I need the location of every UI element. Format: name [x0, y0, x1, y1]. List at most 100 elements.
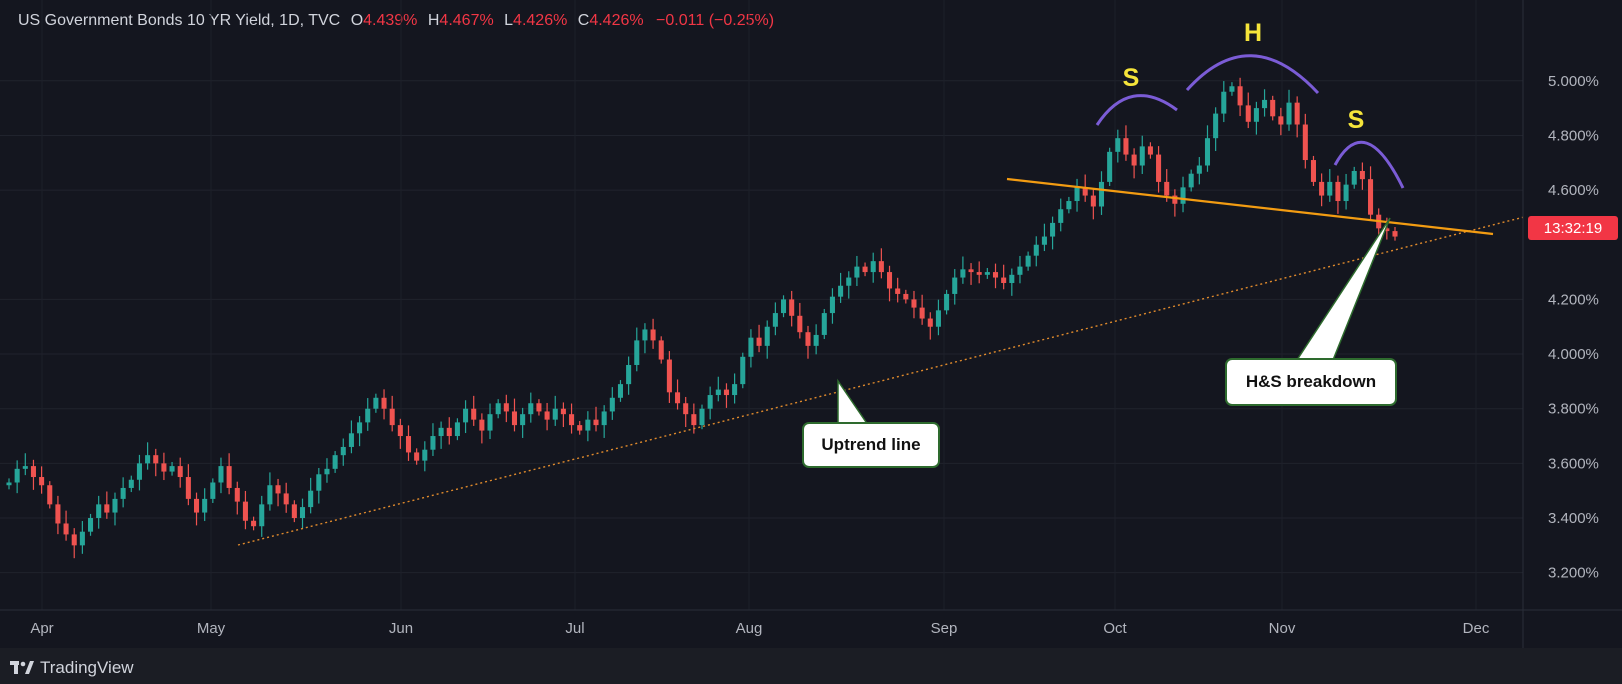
candle-body: [813, 334, 819, 346]
candle-body: [927, 318, 933, 327]
candle-body: [422, 449, 428, 461]
candle-body: [732, 384, 738, 396]
candle-body: [1025, 255, 1031, 267]
symbol-title: US Government Bonds 10 YR Yield, 1D, TVC: [18, 12, 341, 29]
candle-body: [259, 504, 265, 527]
y-tick-label: 3.600%: [1548, 455, 1599, 472]
x-tick-label: Jul: [565, 620, 584, 637]
candle-body: [1229, 86, 1235, 92]
left-shoulder-label: S: [1123, 64, 1140, 92]
candle-body: [772, 313, 778, 327]
candle-body: [145, 455, 151, 464]
candle-body: [658, 340, 664, 360]
candle-body: [691, 414, 697, 426]
candle-body: [234, 487, 240, 502]
candle-body: [854, 266, 860, 278]
candle-body: [63, 523, 69, 535]
candle-body: [381, 397, 387, 409]
candle-body: [1245, 105, 1251, 122]
high-value: 4.467%: [439, 12, 494, 29]
candle-body: [960, 269, 966, 278]
y-tick-label: 4.800%: [1548, 127, 1599, 144]
low-value: 4.426%: [513, 12, 568, 29]
y-tick-label: 3.800%: [1548, 401, 1599, 418]
candle-body: [715, 389, 721, 396]
candle-body: [585, 419, 591, 431]
candle-body: [1058, 209, 1064, 223]
uptrend-callout-pointer: [837, 378, 870, 426]
candle-body: [968, 269, 974, 273]
candle-body: [764, 326, 770, 346]
candle-body: [675, 392, 681, 404]
neckline: [1006, 177, 1494, 236]
candle-body: [414, 452, 420, 461]
candle-body: [275, 485, 281, 494]
footer-bar: TradingView: [0, 648, 1622, 684]
candle-body: [128, 479, 134, 488]
candle-body: [838, 285, 844, 297]
candle-body: [1009, 274, 1015, 284]
candle-body: [511, 411, 518, 426]
candle-body: [291, 504, 297, 519]
price-axis[interactable]: 3.200% 3.400% 3.600% 3.800% 4.000% 4.200% 4.60…: [1548, 73, 1599, 582]
candle-body: [193, 498, 200, 513]
candle-body: [299, 507, 306, 519]
y-tick-label: 3.200%: [1548, 565, 1599, 582]
candle-body: [340, 446, 346, 456]
candle-body: [699, 408, 705, 426]
candle-body: [617, 384, 623, 398]
candle-body: [1082, 187, 1088, 196]
candle-body: [1139, 146, 1145, 166]
candle-body: [666, 359, 672, 393]
x-tick-label: May: [197, 620, 226, 637]
candle-body: [1351, 170, 1357, 185]
candle-body: [878, 261, 884, 273]
y-tick-label: 4.600%: [1548, 182, 1599, 199]
price-tag-countdown: 13:32:19: [1544, 220, 1602, 237]
candle-body: [1302, 124, 1308, 161]
candle-body: [748, 337, 754, 357]
candle-body: [185, 477, 191, 499]
right-shoulder-arc: [1333, 140, 1405, 189]
candle-body: [984, 272, 990, 275]
candle-body: [650, 329, 656, 341]
tradingview-logo[interactable]: TradingView: [10, 658, 134, 678]
candle-body: [1294, 102, 1300, 125]
candle-body: [438, 427, 444, 437]
candle-body: [544, 411, 550, 420]
candle-body: [1204, 138, 1211, 166]
left-shoulder-arc: [1095, 94, 1178, 126]
candle-body: [177, 466, 183, 478]
time-axis[interactable]: Apr May Jun Jul Aug Sep Oct Nov Dec: [30, 620, 1490, 637]
open-value: 4.439%: [363, 12, 418, 29]
candle-body: [1359, 170, 1365, 180]
candle-body: [1090, 195, 1096, 207]
open-label: O: [350, 12, 364, 29]
candlestick-chart[interactable]: S H S 3.200% 3.400% 3.600% 3.800% 4.000% 4.20…: [0, 0, 1622, 648]
candle-body: [71, 534, 77, 546]
candle-body: [1368, 179, 1374, 215]
uptrend-annotation: Uptrend line: [802, 422, 940, 468]
candle-body: [389, 408, 395, 426]
candle-body: [626, 364, 632, 385]
high-label: H: [427, 12, 440, 29]
close-label: C: [577, 12, 590, 29]
candle-body: [1237, 86, 1243, 106]
candle-body: [1180, 187, 1186, 204]
candle-body: [487, 414, 493, 431]
candle-body: [944, 293, 950, 311]
x-tick-label: Dec: [1463, 620, 1490, 637]
candle-body: [1286, 102, 1292, 125]
candle-body: [1310, 160, 1316, 182]
candle-body: [14, 468, 20, 483]
candle-body: [479, 419, 485, 431]
candle-body: [161, 463, 167, 472]
candle-body: [1115, 138, 1121, 152]
candle-body: [96, 504, 102, 519]
candle-body: [1392, 231, 1398, 237]
candle-body: [992, 272, 999, 278]
candle-body: [136, 463, 142, 480]
candle-body: [1319, 181, 1325, 196]
candle-body: [1270, 99, 1276, 117]
tradingview-brand: TradingView: [40, 658, 134, 677]
